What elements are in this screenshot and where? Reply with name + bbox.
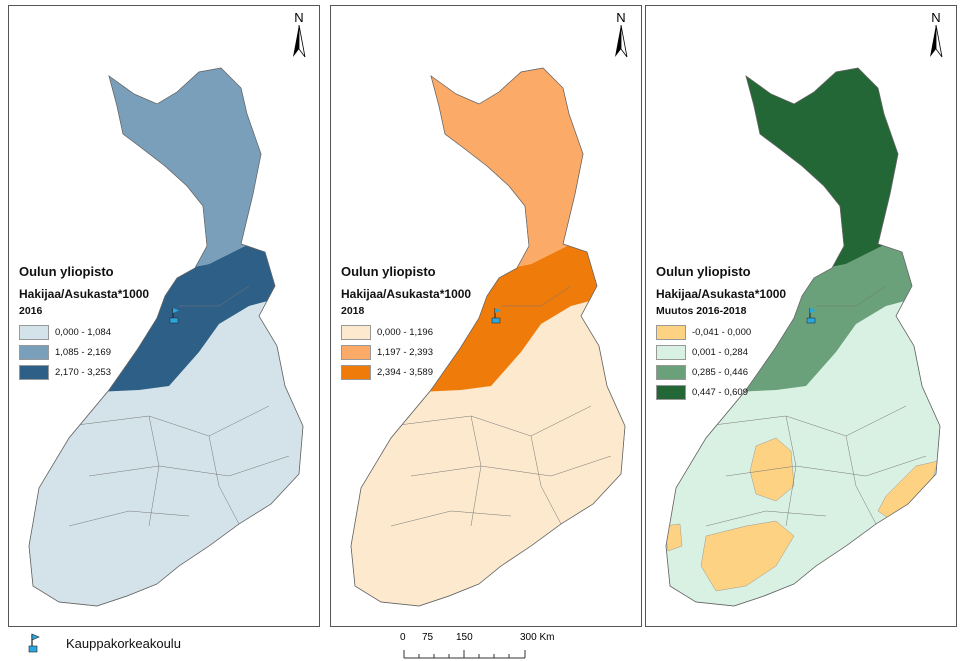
legend-class-label: -0,041 - 0,000 <box>692 326 752 338</box>
legend-swatch <box>341 344 371 360</box>
north-arrow-icon <box>293 24 306 58</box>
legend-class-label: 2,394 - 3,589 <box>377 366 433 378</box>
region-north <box>29 68 303 274</box>
finland-map <box>665 67 941 607</box>
legend-swatch <box>19 364 49 380</box>
map-panel-3: N Oulun yliopisto Hakijaa/Asukasta*1000 … <box>645 5 957 627</box>
region-north <box>666 68 940 274</box>
legend-year: Muutos 2016-2018 <box>656 305 747 317</box>
legend-class-label: 0,001 - 0,284 <box>692 346 748 358</box>
legend-swatch <box>656 364 686 380</box>
map-legend: Oulun yliopisto Hakijaa/Asukasta*1000 20… <box>341 264 471 382</box>
legend-subtitle: Hakijaa/Asukasta*1000 <box>656 287 787 301</box>
marker-legend-label: Kauppakorkeakoulu <box>66 635 181 651</box>
legend-class-label: 2,170 - 3,253 <box>55 366 111 378</box>
map-panel-1: N Oulun yliopisto Hakijaa/Asukasta*1000 … <box>8 5 320 627</box>
flag-marker <box>806 308 816 324</box>
finland-map <box>28 67 304 607</box>
legend-year: 2018 <box>341 305 365 317</box>
legend-class: 1,085 - 2,169 <box>19 342 149 362</box>
legend-class: 2,394 - 3,589 <box>341 362 471 382</box>
legend-title: Oulun yliopisto <box>656 264 751 279</box>
legend-title: Oulun yliopisto <box>341 264 436 279</box>
north-label: N <box>294 10 304 25</box>
legend-swatch <box>19 324 49 340</box>
scale-tick-label: 75 <box>422 632 434 643</box>
legend-class: 0,285 - 0,446 <box>656 362 786 382</box>
legend-swatch <box>341 324 371 340</box>
region-north <box>351 68 625 274</box>
legend-class: 1,197 - 2,393 <box>341 342 471 362</box>
north-arrow: N <box>287 10 311 62</box>
flag-marker <box>491 308 501 324</box>
region-negative-change <box>700 520 795 592</box>
map-panel-2: N Oulun yliopisto Hakijaa/Asukasta*1000 … <box>330 5 642 627</box>
north-arrow-icon <box>930 24 943 58</box>
legend-class: -0,041 - 0,000 <box>656 322 786 342</box>
north-arrow: N <box>924 10 948 62</box>
legend-class-label: 1,197 - 2,393 <box>377 346 433 358</box>
north-label: N <box>616 10 626 25</box>
legend-class: 0,000 - 1,084 <box>19 322 149 342</box>
legend-class-label: 1,085 - 2,169 <box>55 346 111 358</box>
flag-icon <box>28 633 40 653</box>
flag-marker <box>169 308 179 324</box>
legend-class: 2,170 - 3,253 <box>19 362 149 382</box>
north-arrow: N <box>609 10 633 62</box>
marker-legend: Kauppakorkeakoulu <box>28 632 181 654</box>
scale-tick-label: 300 Km <box>520 632 555 643</box>
scale-tick-label: 0 <box>400 632 406 643</box>
map-legend: Oulun yliopisto Hakijaa/Asukasta*1000 Mu… <box>656 264 786 402</box>
north-label: N <box>931 10 941 25</box>
legend-class-label: 0,447 - 0,609 <box>692 386 748 398</box>
legend-class: 0,001 - 0,284 <box>656 342 786 362</box>
scale-tick-label: 150 <box>456 632 473 643</box>
legend-swatch <box>19 344 49 360</box>
legend-title: Oulun yliopisto <box>19 264 114 279</box>
legend-swatch <box>656 344 686 360</box>
scale-bar: 0 75 150 300 Km <box>398 632 554 660</box>
legend-subtitle: Hakijaa/Asukasta*1000 <box>341 287 472 301</box>
legend-swatch <box>656 324 686 340</box>
map-legend: Oulun yliopisto Hakijaa/Asukasta*1000 20… <box>19 264 149 382</box>
legend-subtitle: Hakijaa/Asukasta*1000 <box>19 287 150 301</box>
legend-class-label: 0,285 - 0,446 <box>692 366 748 378</box>
legend-class: 0,447 - 0,609 <box>656 382 786 402</box>
north-arrow-icon <box>615 24 628 58</box>
finland-map <box>350 67 626 607</box>
legend-class-label: 0,000 - 1,084 <box>55 326 111 338</box>
legend-swatch <box>656 384 686 400</box>
legend-year: 2016 <box>19 305 43 317</box>
legend-swatch <box>341 364 371 380</box>
legend-class: 0,000 - 1,196 <box>341 322 471 342</box>
legend-class-label: 0,000 - 1,196 <box>377 326 433 338</box>
